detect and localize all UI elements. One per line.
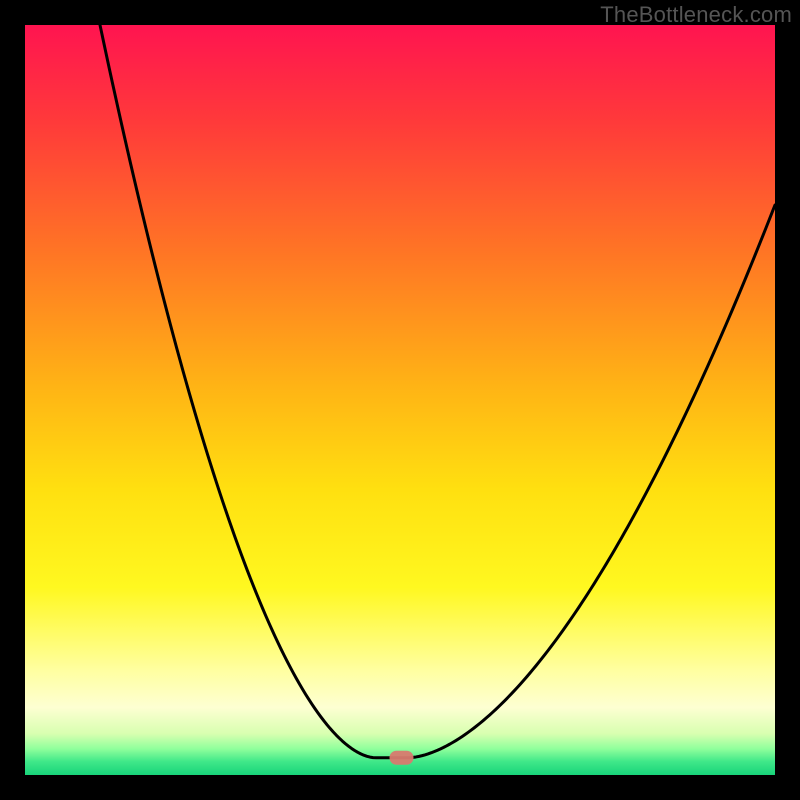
- bottleneck-chart: [0, 0, 800, 800]
- watermark-text: TheBottleneck.com: [600, 2, 792, 28]
- plot-background: [25, 25, 775, 775]
- optimal-marker: [390, 751, 414, 765]
- frame: TheBottleneck.com: [0, 0, 800, 800]
